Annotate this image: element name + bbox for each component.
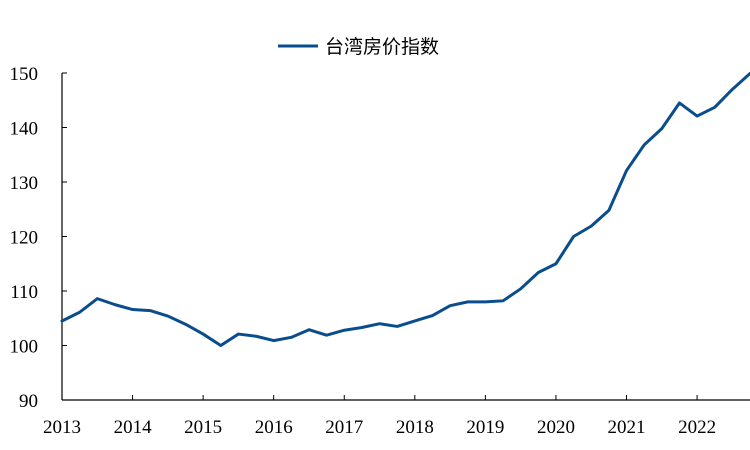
x-tick-label: 2019 bbox=[466, 417, 504, 438]
data-point bbox=[202, 333, 205, 336]
y-tick-label: 110 bbox=[10, 282, 38, 303]
legend: 台湾房价指数 bbox=[278, 36, 439, 58]
data-point bbox=[360, 326, 363, 329]
data-point bbox=[731, 88, 734, 91]
y-axis-ticks: 90 100 110 120 130 140 150 bbox=[10, 64, 67, 412]
y-tick-label: 150 bbox=[10, 64, 39, 85]
x-axis-ticks: 2013 2014 2015 2016 2017 2018 2019 2020 2021 2022 bbox=[43, 395, 716, 438]
data-point bbox=[378, 322, 381, 325]
data-point bbox=[96, 297, 99, 300]
data-point bbox=[131, 308, 134, 311]
data-point bbox=[255, 335, 258, 338]
x-tick-label: 2016 bbox=[255, 417, 293, 438]
y-tick-label: 120 bbox=[10, 228, 39, 249]
data-point bbox=[466, 300, 469, 303]
y-tick-label: 90 bbox=[19, 391, 38, 412]
data-point bbox=[413, 319, 416, 322]
data-point bbox=[343, 329, 346, 332]
data-point bbox=[396, 325, 399, 328]
data-point bbox=[325, 334, 328, 337]
data-point bbox=[290, 336, 293, 339]
data-point bbox=[537, 271, 540, 274]
data-point bbox=[625, 169, 628, 172]
x-tick-label: 2018 bbox=[396, 417, 434, 438]
data-point bbox=[449, 304, 452, 307]
y-tick-label: 140 bbox=[10, 119, 39, 140]
series-line bbox=[60, 72, 750, 347]
x-tick-label: 2020 bbox=[537, 417, 575, 438]
data-point bbox=[660, 127, 663, 130]
data-point bbox=[484, 300, 487, 303]
series-layer bbox=[60, 72, 750, 347]
data-point bbox=[184, 323, 187, 326]
x-tick-label: 2014 bbox=[114, 417, 153, 438]
data-point bbox=[431, 314, 434, 317]
x-tick-label: 2022 bbox=[678, 417, 716, 438]
data-point bbox=[502, 299, 505, 302]
data-point bbox=[713, 106, 716, 109]
axes bbox=[61, 73, 750, 401]
data-point bbox=[607, 209, 610, 212]
data-point bbox=[219, 344, 222, 347]
x-tick-label: 2015 bbox=[184, 417, 222, 438]
data-point bbox=[61, 319, 64, 322]
data-point bbox=[78, 311, 81, 314]
data-point bbox=[678, 101, 681, 104]
data-point bbox=[572, 235, 575, 238]
data-point bbox=[519, 287, 522, 290]
x-tick-label: 2013 bbox=[43, 417, 81, 438]
data-point bbox=[643, 143, 646, 146]
x-tick-label: 2021 bbox=[608, 417, 646, 438]
y-tick-label: 100 bbox=[10, 337, 39, 358]
data-point bbox=[272, 339, 275, 342]
data-point bbox=[237, 333, 240, 336]
data-point bbox=[307, 328, 310, 331]
y-tick-label: 130 bbox=[10, 173, 39, 194]
x-tick-label: 2017 bbox=[325, 417, 363, 438]
data-point bbox=[113, 303, 116, 306]
data-point bbox=[166, 315, 169, 318]
data-point bbox=[149, 309, 152, 312]
data-point bbox=[696, 115, 699, 118]
legend-label: 台湾房价指数 bbox=[325, 36, 439, 58]
data-point bbox=[590, 225, 593, 228]
data-point bbox=[554, 262, 557, 265]
